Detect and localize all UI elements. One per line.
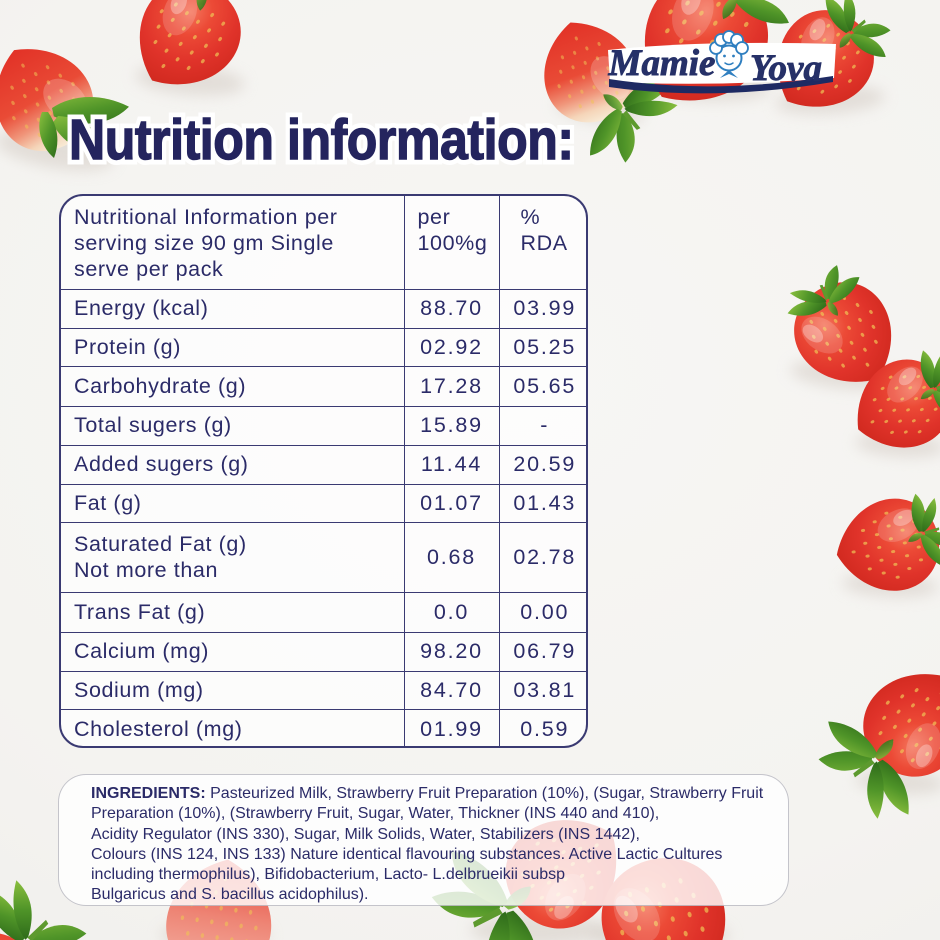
svg-text:Yova: Yova (750, 48, 822, 89)
svg-text:Mamie: Mamie (608, 43, 716, 84)
